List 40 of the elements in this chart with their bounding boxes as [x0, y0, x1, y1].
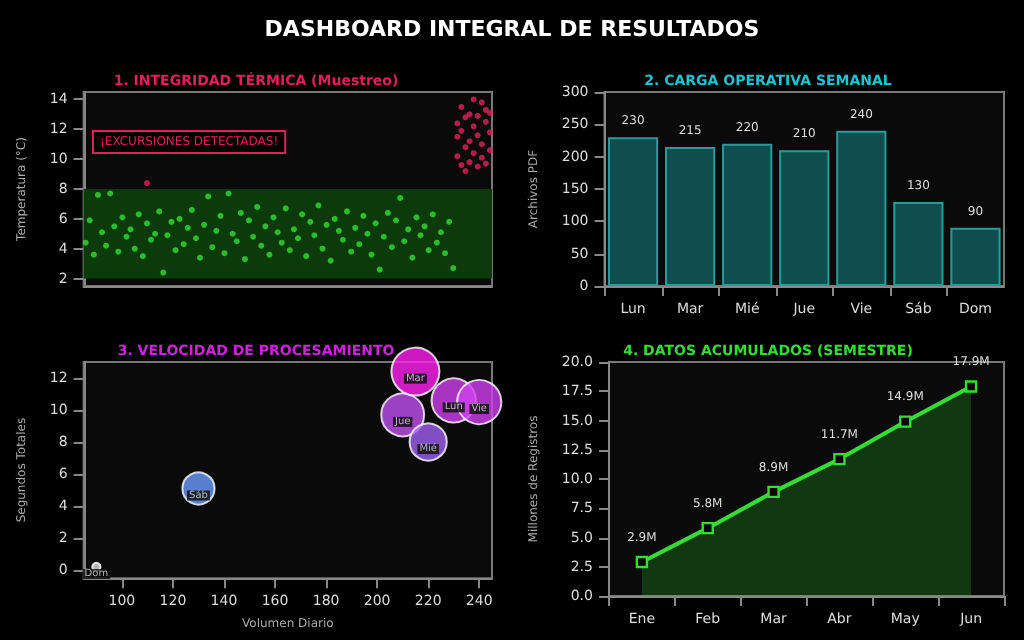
point: [482, 106, 489, 113]
point: [474, 132, 481, 139]
point: [466, 159, 473, 166]
point: [143, 180, 150, 187]
point: [482, 118, 489, 125]
bar: [950, 227, 1001, 286]
point: [767, 485, 780, 499]
text: DASHBOARD INTEGRAL DE RESULTADOS: [262, 16, 762, 42]
bar: [779, 150, 830, 286]
point: [470, 96, 477, 103]
point: [458, 162, 465, 169]
bar: [893, 201, 944, 286]
point: [701, 521, 714, 535]
point: [458, 103, 465, 110]
point: [466, 138, 473, 145]
point: [474, 163, 481, 170]
bar: [665, 146, 716, 286]
point: [474, 112, 481, 119]
point: [454, 153, 461, 160]
point: [486, 129, 493, 136]
point: [478, 154, 485, 161]
point: [899, 415, 912, 428]
point: [486, 147, 493, 154]
point: [964, 380, 978, 393]
point: [454, 133, 461, 140]
point: [486, 109, 493, 116]
bar: [836, 130, 887, 286]
point: [478, 99, 485, 106]
point: [462, 144, 469, 151]
bar: [722, 143, 773, 286]
point: [462, 168, 469, 175]
point: [470, 123, 477, 130]
bar: [607, 137, 659, 286]
point: [635, 555, 649, 569]
point: [454, 120, 461, 127]
point: [470, 150, 477, 157]
point: [482, 160, 489, 167]
point: [833, 452, 846, 466]
point: [478, 141, 485, 148]
point: [458, 127, 465, 134]
